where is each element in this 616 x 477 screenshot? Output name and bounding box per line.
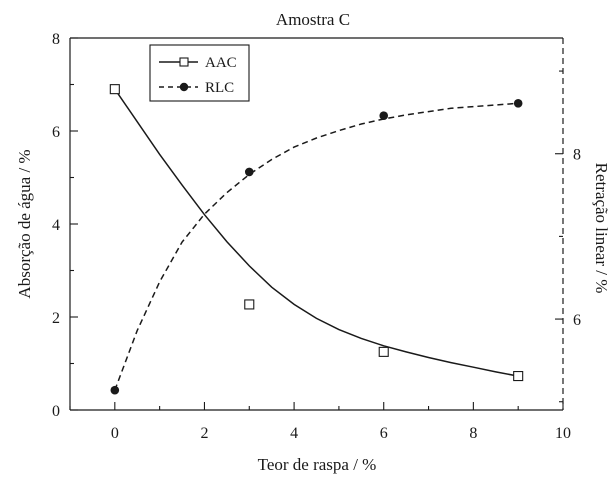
legend-box	[149, 44, 250, 102]
legend-aac-marker	[179, 57, 189, 67]
legend: AAC RLC	[149, 44, 250, 102]
x-tick-label: 2	[200, 425, 208, 442]
plot-frame	[69, 37, 564, 411]
x-tick-label: 4	[290, 425, 298, 442]
series-rlc-point	[513, 99, 523, 108]
x-axis-label: Teor de raspa / %	[258, 455, 377, 474]
fit-curves	[114, 88, 519, 391]
series-aac-point	[513, 371, 524, 382]
legend-aac-label: AAC	[205, 55, 237, 71]
series-aac-point	[378, 346, 389, 357]
series-rlc-point	[379, 111, 389, 121]
y-axis-right-label: Retração linear / %	[592, 163, 611, 294]
series-aac-point	[244, 299, 255, 310]
legend-rlc-label: RLC	[205, 80, 234, 96]
y-right-tick-label: 8	[573, 147, 581, 164]
y-left-tick-label: 2	[52, 310, 60, 327]
y-left-tick-label: 0	[52, 403, 60, 420]
series-rlc-curve	[114, 102, 519, 391]
y-left-tick-label: 6	[52, 124, 60, 141]
y-left-tick-label: 4	[52, 217, 60, 234]
x-tick-label: 8	[469, 425, 477, 442]
x-tick-label: 6	[380, 425, 388, 442]
series-aac-point	[109, 84, 120, 95]
chart-title: Amostra C	[276, 10, 350, 29]
series-rlc-point	[244, 167, 254, 177]
y-axis-left-label: Absorção de água / %	[15, 149, 34, 298]
series-aac-curve	[114, 88, 519, 377]
y-right-tick-label: 6	[573, 312, 581, 329]
x-tick-label: 10	[555, 425, 571, 442]
axis-ticks: 0 2 4 6 8 10 0 2 4 6 8 6 8	[52, 31, 581, 442]
legend-rlc-marker	[179, 82, 189, 92]
series-rlc-point	[110, 385, 120, 395]
data-points	[109, 84, 524, 395]
x-tick-label: 0	[111, 425, 119, 442]
y-left-tick-label: 8	[52, 31, 60, 48]
